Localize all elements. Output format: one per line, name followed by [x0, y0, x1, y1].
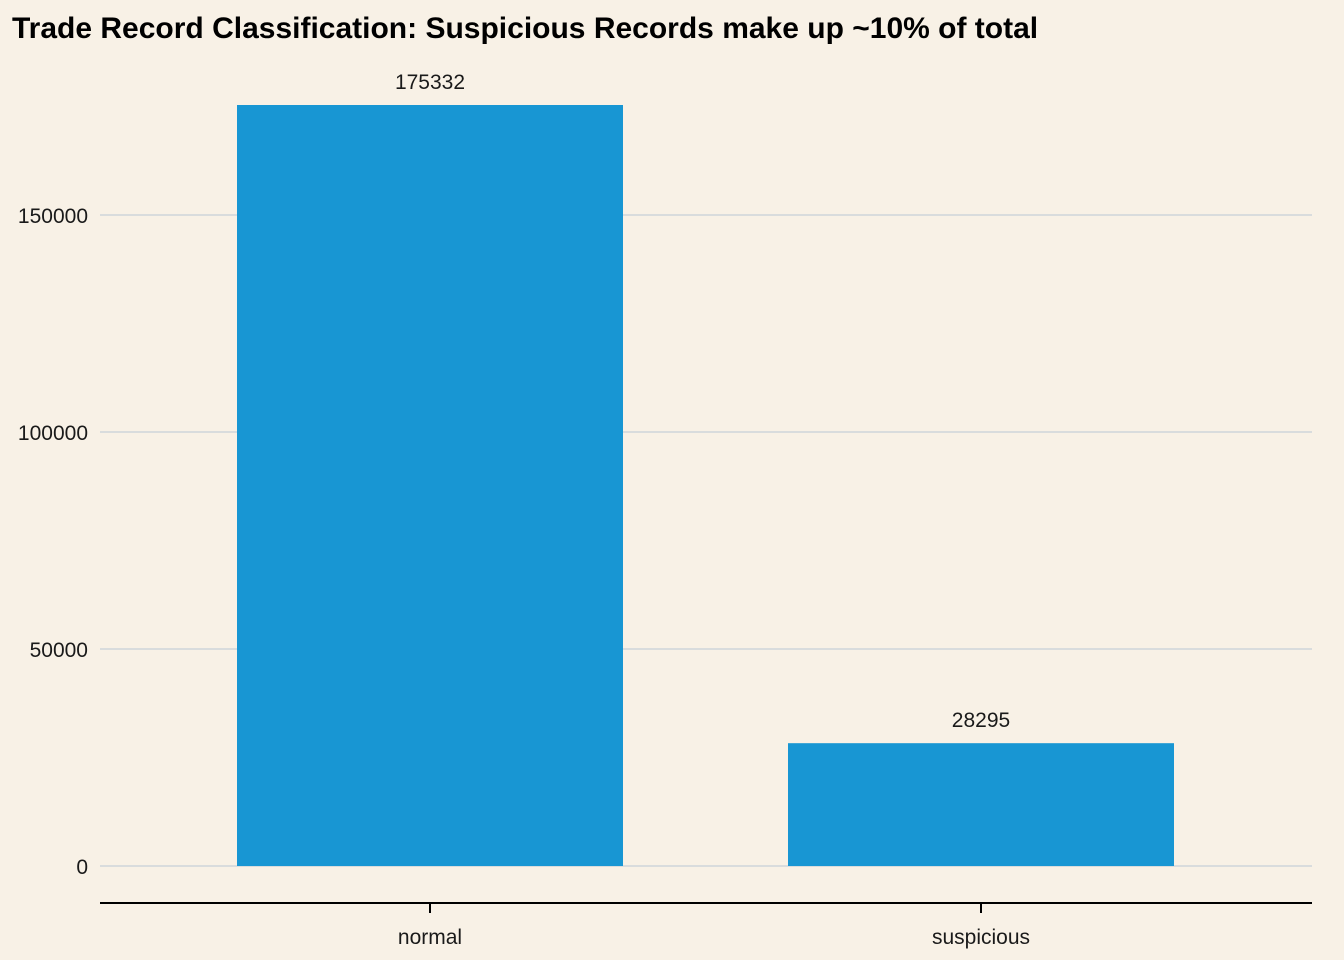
x-axis: normal suspicious: [100, 902, 1312, 949]
data-label: 175332: [395, 71, 465, 94]
bar-suspicious: [788, 743, 1174, 866]
data-label: 28295: [952, 709, 1010, 732]
y-tick-label: 100000: [18, 422, 88, 445]
data-labels: 175332 28295: [395, 71, 1010, 732]
y-tick-label: 50000: [30, 639, 88, 662]
y-tick-label: 150000: [18, 205, 88, 228]
bar-normal: [237, 105, 623, 866]
chart-title: Trade Record Classification: Suspicious …: [12, 12, 1039, 45]
y-tick-label: 0: [76, 856, 88, 879]
y-axis: 0 50000 100000 150000: [18, 205, 88, 879]
x-tick-label: normal: [398, 926, 462, 949]
bars: [237, 105, 1174, 866]
x-tick-label: suspicious: [932, 926, 1030, 949]
